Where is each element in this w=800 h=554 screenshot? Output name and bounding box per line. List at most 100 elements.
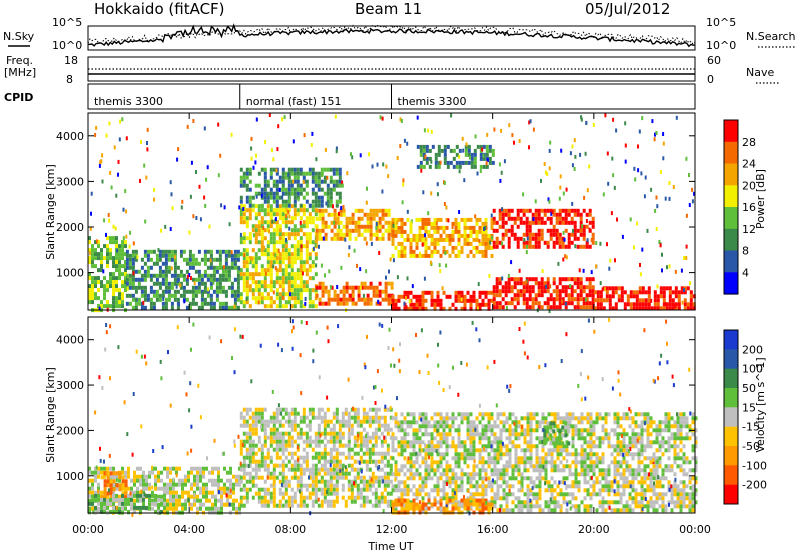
heatmap-cell [217,466,220,471]
heatmap-cell [362,459,366,464]
heatmap-cell [439,217,443,222]
heatmap-cell [365,411,369,416]
heatmap-cell [281,216,285,221]
heatmap-cell [499,504,503,509]
heatmap-cell [475,428,479,433]
heatmap-cell [520,476,524,481]
heatmap-cell [311,415,315,420]
heatmap-cell [579,244,583,249]
heatmap-cell [123,264,126,269]
heatmap-cell [421,253,425,258]
heatmap-cell [323,499,327,504]
heatmap-cell [570,293,574,298]
heatmap-cell [227,269,231,274]
heatmap-cell [193,502,196,507]
heatmap-cell [492,244,496,249]
heatmap-cell [498,208,502,213]
station-title: Hokkaido (fitACF) [94,0,225,18]
heatmap-cell [415,245,419,250]
heatmap-cell [287,256,291,261]
heatmap-cell [109,240,112,245]
heatmap-cell [397,298,401,303]
heatmap-cell [380,439,384,444]
heatmap-cell [495,281,499,286]
heatmap-cell [378,228,382,233]
heatmap-cell [378,289,382,294]
heatmap-cell [320,463,324,468]
heatmap-cell [421,221,425,226]
heatmap-cell [588,293,592,298]
heatmap-cell [454,298,458,303]
heatmap-cell [178,502,181,507]
heatmap-cell [164,301,168,306]
heatmap-cell [555,240,559,245]
heatmap-cell [266,447,270,452]
heatmap-cell [278,455,282,460]
heatmap-cell [457,428,461,433]
heatmap-cell [385,164,388,169]
heatmap-cell [233,301,237,306]
heatmap-cell [677,298,681,303]
heatmap-cell [522,192,525,197]
heatmap-cell [223,482,226,487]
heatmap-cell [341,431,345,436]
heatmap-cell [662,298,666,303]
heatmap-cell [320,455,324,460]
heatmap-cell [248,423,252,428]
heatmap-cell [564,293,568,298]
heatmap-cell [596,306,600,311]
heatmap-cell [445,225,449,230]
heatmap-cell [606,242,608,247]
heatmap-cell [359,153,362,158]
heatmap-cell [221,305,225,310]
nsearch-series-line [87,23,696,46]
heatmap-cell [143,285,147,290]
heatmap-cell [403,492,407,497]
heatmap-cell [235,498,238,503]
heatmap-cell [511,464,515,469]
heatmap-cell [543,289,547,294]
heatmap-cell [335,451,339,456]
heatmap-cell [452,148,456,153]
heatmap-cell [478,436,482,441]
heatmap-cell [434,164,438,169]
heatmap-cell [284,447,288,452]
heatmap-cell [647,298,651,303]
heatmap-cell [412,460,416,465]
heatmap-cell [472,237,476,242]
heatmap-cell [476,171,479,176]
heatmap-cell [269,268,273,273]
heatmap-cell [146,141,148,145]
heatmap-cell [348,245,351,250]
heatmap-cell [421,412,425,417]
heatmap-cell [336,301,340,306]
heatmap-cell [350,483,354,488]
heatmap-cell [369,220,373,225]
heatmap-cell [409,245,413,250]
heatmap-cell [354,236,358,241]
heatmap-cell [371,451,375,456]
heatmap-cell [257,495,261,500]
heatmap-cell [94,252,97,257]
heatmap-cell [430,424,434,429]
heatmap-cell [329,499,333,504]
heatmap-cell [239,443,243,448]
heatmap-cell [88,236,91,241]
heatmap-cell [290,407,294,412]
heatmap-cell [562,191,565,196]
heatmap-cell [118,137,121,142]
heatmap-cell [526,488,530,493]
heatmap-cell [498,216,502,221]
heatmap-cell [516,277,520,282]
heatmap-cell [532,484,536,489]
heatmap-cell [518,268,521,273]
heatmap-cell [125,257,129,262]
heatmap-cell [342,285,346,290]
heatmap-cell [641,290,645,295]
heatmap-cell [347,443,351,448]
heatmap-cell [329,167,333,172]
heatmap-cell [143,289,147,294]
heatmap-cell [472,448,476,453]
heatmap-cell [380,491,384,496]
heatmap-cell [296,167,300,172]
